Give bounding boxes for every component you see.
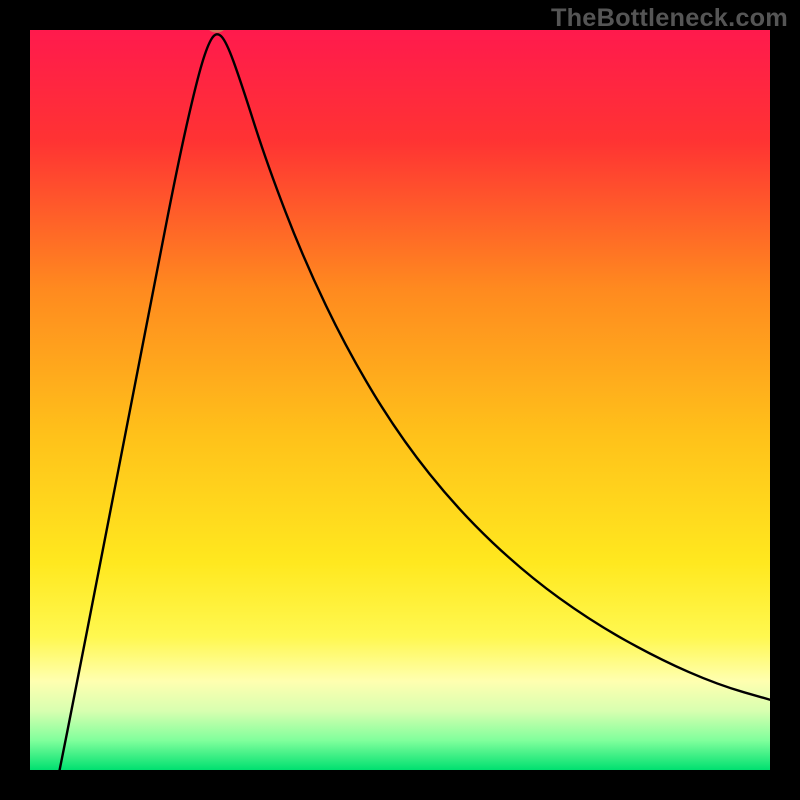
chart-svg	[30, 30, 770, 770]
watermark-text: TheBottleneck.com	[551, 4, 788, 33]
plot-area	[30, 30, 770, 770]
chart-container: TheBottleneck.com	[0, 0, 800, 800]
